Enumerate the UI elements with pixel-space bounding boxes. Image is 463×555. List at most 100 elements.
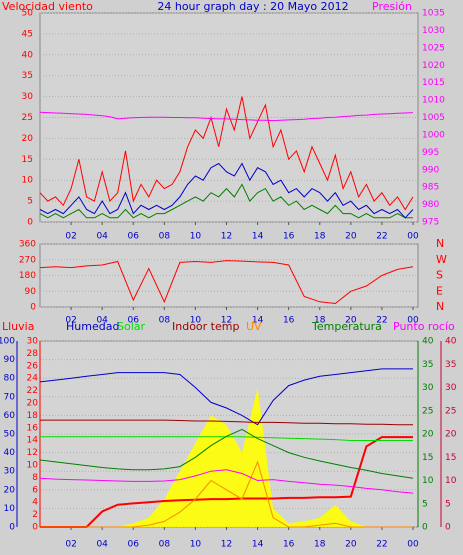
y2-tick-label: E (436, 284, 443, 297)
y2-tick-label: 26 (27, 361, 39, 371)
chart-title: 24 hour graph day : 20 Mayo 2012 (157, 0, 348, 13)
legend-label: Indoor temp (172, 320, 239, 333)
x-tick-label: 10 (190, 316, 202, 326)
y4-tick-label: 25 (445, 406, 456, 416)
legend-label: Solar (117, 320, 146, 333)
y2-tick-label: 1005 (422, 113, 445, 123)
y2-tick-label: 995 (422, 148, 439, 158)
y2-tick-label: 1015 (422, 78, 445, 88)
y2-tick-label: 6 (32, 485, 38, 495)
y2-tick-label: W (436, 253, 447, 266)
y-tick-label: 0 (30, 303, 36, 313)
line (40, 436, 413, 528)
y-tick-label: 90 (25, 287, 37, 297)
y-tick-label: 270 (19, 255, 36, 265)
y2-tick-label: 1035 (422, 9, 445, 19)
legend-label: Punto rocío (393, 320, 455, 333)
x-tick-label: 18 (314, 316, 326, 326)
y2-tick-label: 22 (27, 386, 38, 396)
wind-speed-label: Velocidad viento (2, 0, 93, 13)
y-tick-label: 30 (4, 467, 16, 477)
y-tick-label: 180 (19, 271, 36, 281)
x-tick-label: 14 (252, 232, 264, 242)
area (40, 387, 413, 527)
x-tick-label: 20 (345, 232, 357, 242)
y2-tick-label: 30 (27, 337, 39, 347)
pressure-label: Presión (372, 0, 412, 13)
y2-tick-label: 1030 (422, 26, 445, 36)
y-tick-label: 35 (22, 71, 33, 81)
y3-tick-label: 25 (422, 406, 433, 416)
y2-tick-label: 1020 (422, 61, 445, 71)
y-tick-label: 20 (22, 134, 34, 144)
y2-tick-label: N (436, 300, 444, 313)
y-tick-label: 5 (27, 197, 33, 207)
y4-tick-label: 15 (445, 453, 456, 463)
line (39, 469, 414, 494)
y2-tick-label: 20 (27, 399, 39, 409)
y4-tick-label: 40 (445, 337, 457, 347)
y3-tick-label: 30 (422, 383, 434, 393)
y-tick-label: 30 (22, 92, 34, 102)
y4-tick-label: 30 (445, 383, 457, 393)
y3-tick-label: 0 (422, 523, 428, 533)
x-tick-label: 06 (128, 540, 140, 550)
x-tick-label: 14 (252, 316, 264, 326)
x-tick-label: 02 (65, 316, 76, 326)
x-tick-label: 02 (65, 540, 76, 550)
x-tick-label: 20 (345, 316, 357, 326)
y-tick-label: 40 (4, 448, 16, 458)
line (39, 428, 414, 479)
x-tick-label: 00 (407, 232, 419, 242)
y2-tick-label: N (436, 237, 444, 250)
x-tick-label: 16 (283, 232, 295, 242)
y2-tick-label: 1000 (422, 130, 445, 140)
y4-tick-label: 0 (445, 523, 451, 533)
line (39, 183, 413, 219)
x-tick-label: 22 (376, 316, 387, 326)
x-tick-label: 06 (128, 232, 140, 242)
y2-tick-label: 1010 (422, 96, 445, 106)
y-tick-label: 0 (27, 218, 33, 228)
y3-tick-label: 15 (422, 453, 433, 463)
legend-label: Temperatura (311, 320, 382, 333)
y2-tick-label: 28 (27, 349, 39, 359)
y-tick-label: 50 (4, 430, 16, 440)
x-tick-label: 06 (128, 316, 140, 326)
x-tick-label: 04 (96, 232, 108, 242)
y-tick-label: 80 (4, 374, 16, 384)
y3-tick-label: 35 (422, 360, 433, 370)
y2-tick-label: 12 (27, 448, 38, 458)
y2-tick-label: 0 (32, 523, 38, 533)
y4-tick-label: 20 (445, 430, 457, 440)
y2-tick-label: 10 (27, 461, 39, 471)
line (39, 260, 414, 305)
x-tick-label: 12 (221, 540, 232, 550)
x-tick-label: 00 (407, 316, 419, 326)
line (39, 96, 414, 211)
y2-tick-label: 18 (27, 411, 39, 421)
x-tick-label: 08 (159, 540, 171, 550)
x-tick-label: 12 (221, 316, 232, 326)
y2-tick-label: 4 (32, 498, 38, 508)
x-tick-label: 18 (314, 232, 326, 242)
line (39, 368, 413, 426)
x-tick-label: 02 (65, 232, 76, 242)
x-tick-label: 22 (376, 232, 387, 242)
y4-tick-label: 35 (445, 360, 456, 370)
x-tick-label: 08 (159, 232, 171, 242)
y-tick-label: 50 (22, 9, 34, 19)
y-tick-label: 90 (4, 355, 16, 365)
y2-tick-label: 24 (27, 374, 39, 384)
y4-tick-label: 5 (445, 499, 451, 509)
legend-label: UV (246, 320, 262, 333)
y-tick-label: 45 (22, 29, 33, 39)
y2-tick-label: 8 (32, 473, 38, 483)
x-tick-label: 10 (190, 540, 202, 550)
x-tick-label: 22 (376, 540, 387, 550)
x-tick-label: 20 (345, 540, 357, 550)
y-tick-label: 25 (22, 113, 33, 123)
y2-tick-label: 16 (27, 423, 39, 433)
x-tick-label: 18 (314, 540, 326, 550)
line (40, 419, 413, 426)
